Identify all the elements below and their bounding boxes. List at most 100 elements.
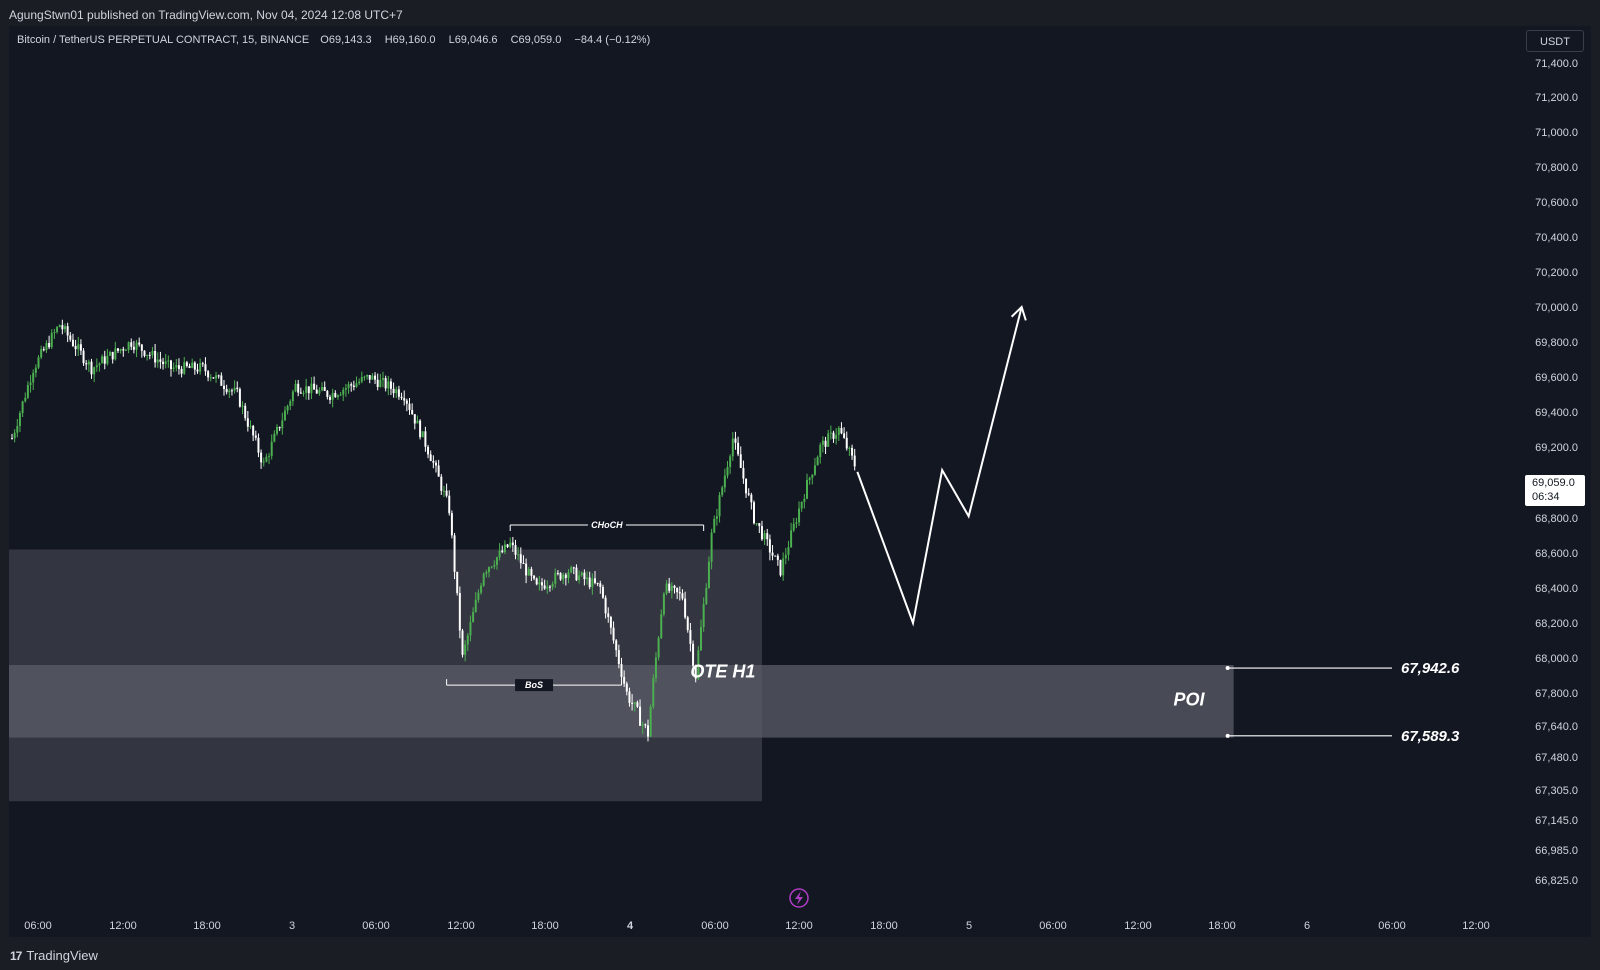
candle-body: [132, 346, 135, 350]
candle-body: [135, 342, 138, 350]
candle-body: [541, 582, 543, 586]
candle-body: [480, 585, 483, 593]
candle-body: [188, 366, 191, 368]
time-tick-label: 18:00: [531, 920, 559, 932]
candle-body: [215, 375, 218, 379]
candle-body: [371, 375, 374, 380]
candle-body: [246, 418, 249, 427]
candle-body: [329, 396, 331, 400]
candle-body: [707, 561, 710, 588]
candle-body: [289, 401, 292, 406]
candle-body: [321, 386, 324, 391]
candle-body: [294, 383, 297, 392]
candle-body: [588, 577, 591, 588]
candle-body: [228, 390, 231, 393]
candle-body: [760, 526, 763, 540]
candle-body: [379, 379, 382, 387]
publisher-line: AgungStwn01 published on TradingView.com…: [9, 8, 403, 22]
price-tick-label: 70,800.0: [1535, 162, 1578, 174]
candle-body: [400, 396, 403, 399]
brand-link[interactable]: 17 TradingView: [10, 948, 98, 963]
candle-body: [42, 349, 45, 351]
candle-body: [493, 564, 496, 567]
candle-body: [278, 426, 281, 429]
candle-body: [845, 437, 848, 449]
candle-body: [392, 388, 395, 394]
close-value: 69,059.0: [518, 34, 562, 46]
tradingview-logo-icon: 17: [10, 948, 22, 963]
candle-body: [387, 381, 390, 389]
candle-body: [408, 403, 411, 410]
candle-body: [766, 533, 769, 540]
candle-body: [734, 438, 737, 443]
price-tick-label: 68,200.0: [1535, 618, 1578, 630]
bar-countdown: 06:34: [1532, 491, 1560, 503]
candle-body: [268, 455, 271, 457]
candle-body: [405, 400, 408, 404]
candle-body: [665, 583, 668, 594]
time-tick-label: 4: [627, 920, 634, 932]
candle-body: [254, 435, 257, 438]
candle-body: [172, 367, 175, 369]
candle-body: [853, 455, 856, 467]
candle-body: [660, 614, 663, 638]
candle-body: [326, 390, 329, 397]
candle-body: [829, 432, 832, 434]
candle-body: [715, 516, 718, 519]
chart-canvas[interactable]: CHoCH BoS 67,942.6 67,589.3 OTE H1 POI 71,40…: [0, 0, 1600, 940]
candle-body: [511, 542, 514, 546]
candle-body: [580, 572, 583, 576]
candle-body: [344, 387, 347, 390]
candle-body: [501, 550, 504, 553]
poi-label: POI: [1173, 689, 1205, 709]
brand-name: TradingView: [26, 948, 98, 963]
candle-body: [684, 598, 687, 618]
candle-body: [297, 383, 300, 393]
price-tick-label: 71,000.0: [1535, 127, 1578, 139]
candle-body: [45, 343, 48, 351]
price-tick-label: 67,480.0: [1535, 752, 1578, 764]
candle-body: [77, 344, 80, 350]
candle-body: [758, 523, 761, 527]
candle-body: [331, 392, 334, 400]
candle-body: [572, 567, 575, 569]
candle-body: [350, 384, 353, 386]
candle-body: [739, 454, 742, 468]
candle-body: [445, 490, 448, 496]
candle-body: [374, 375, 377, 380]
candle-body: [177, 365, 180, 369]
last-price-value: 69,059.0: [1532, 477, 1575, 489]
candle-body: [286, 405, 289, 411]
candle-body: [270, 441, 273, 456]
price-tick-label: 67,145.0: [1535, 815, 1578, 827]
candle-body: [336, 395, 339, 398]
projection-path[interactable]: [856, 306, 1023, 627]
candle-body: [37, 357, 40, 368]
candle-body: [633, 702, 636, 704]
candle-body: [824, 440, 827, 447]
price-tick-label: 69,600.0: [1535, 372, 1578, 384]
lightning-icon[interactable]: [789, 888, 809, 908]
candle-body: [154, 351, 157, 363]
close-label: C: [510, 34, 519, 46]
candle-body: [763, 533, 766, 540]
candle-body: [363, 376, 366, 378]
candle-body: [710, 532, 713, 562]
candle-body: [575, 567, 578, 581]
candle-body: [628, 691, 631, 703]
time-tick-label: 12:00: [785, 920, 813, 932]
candle-body: [440, 476, 443, 491]
candle-body: [811, 474, 814, 478]
level-label: 67,942.6: [1401, 660, 1460, 677]
candle-body: [40, 349, 43, 358]
currency-button[interactable]: USDT: [1526, 30, 1584, 52]
candle-body: [647, 725, 649, 737]
candle-body: [299, 392, 302, 394]
candle-body: [546, 586, 549, 589]
symbol-title[interactable]: Bitcoin / TetherUS PERPETUAL CONTRACT, 1…: [17, 34, 310, 46]
candle-body: [453, 535, 456, 572]
candle-body: [384, 378, 387, 389]
candle-body: [636, 702, 639, 707]
price-tick-label: 67,640.0: [1535, 721, 1578, 733]
price-tick-label: 66,825.0: [1535, 875, 1578, 887]
